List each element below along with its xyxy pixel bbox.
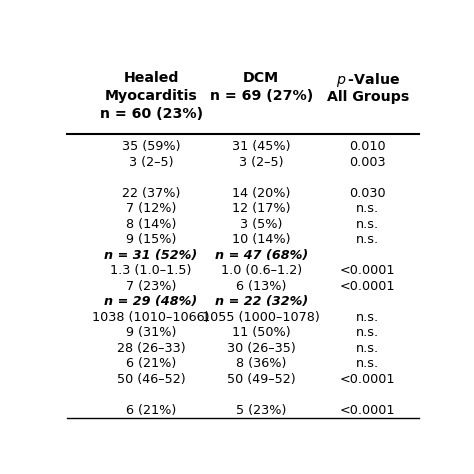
Text: n = 29 (48%): n = 29 (48%): [104, 295, 198, 309]
Text: 3 (2–5): 3 (2–5): [239, 156, 283, 169]
Text: 10 (14%): 10 (14%): [232, 233, 291, 246]
Text: 7 (12%): 7 (12%): [126, 202, 176, 215]
Text: 35 (59%): 35 (59%): [122, 140, 180, 153]
Text: 8 (14%): 8 (14%): [126, 218, 176, 231]
Text: 30 (26–35): 30 (26–35): [227, 342, 296, 355]
Text: 0.010: 0.010: [349, 140, 386, 153]
Text: 50 (49–52): 50 (49–52): [227, 373, 296, 386]
Text: 6 (21%): 6 (21%): [126, 404, 176, 417]
Text: 0.003: 0.003: [349, 156, 386, 169]
Text: Healed
Myocarditis
n = 60 (23%): Healed Myocarditis n = 60 (23%): [100, 72, 203, 121]
Text: 12 (17%): 12 (17%): [232, 202, 291, 215]
Text: 1038 (1010–1066): 1038 (1010–1066): [92, 311, 210, 324]
Text: n.s.: n.s.: [356, 202, 379, 215]
Text: 9 (15%): 9 (15%): [126, 233, 176, 246]
Text: <0.0001: <0.0001: [340, 373, 396, 386]
Text: n = 47 (68%): n = 47 (68%): [215, 249, 308, 262]
Text: <0.0001: <0.0001: [340, 280, 396, 293]
Text: 1.3 (1.0–1.5): 1.3 (1.0–1.5): [110, 264, 192, 277]
Text: n.s.: n.s.: [356, 327, 379, 339]
Text: 11 (50%): 11 (50%): [232, 327, 291, 339]
Text: 3 (2–5): 3 (2–5): [129, 156, 173, 169]
Text: 8 (36%): 8 (36%): [236, 357, 286, 370]
Text: <0.0001: <0.0001: [340, 404, 396, 417]
Text: 28 (26–33): 28 (26–33): [117, 342, 185, 355]
Text: 0.030: 0.030: [349, 187, 386, 200]
Text: All Groups: All Groups: [327, 91, 409, 104]
Text: 1055 (1000–1078): 1055 (1000–1078): [202, 311, 320, 324]
Text: $p$ -Value: $p$ -Value: [336, 72, 400, 90]
Text: 14 (20%): 14 (20%): [232, 187, 291, 200]
Text: 9 (31%): 9 (31%): [126, 327, 176, 339]
Text: 5 (23%): 5 (23%): [236, 404, 286, 417]
Text: n.s.: n.s.: [356, 233, 379, 246]
Text: n = 31 (52%): n = 31 (52%): [104, 249, 198, 262]
Text: 7 (23%): 7 (23%): [126, 280, 176, 293]
Text: 22 (37%): 22 (37%): [122, 187, 180, 200]
Text: 1.0 (0.6–1.2): 1.0 (0.6–1.2): [221, 264, 302, 277]
Text: n.s.: n.s.: [356, 311, 379, 324]
Text: n = 22 (32%): n = 22 (32%): [215, 295, 308, 309]
Text: <0.0001: <0.0001: [340, 264, 396, 277]
Text: 6 (21%): 6 (21%): [126, 357, 176, 370]
Text: 31 (45%): 31 (45%): [232, 140, 291, 153]
Text: n.s.: n.s.: [356, 218, 379, 231]
Text: 50 (46–52): 50 (46–52): [117, 373, 185, 386]
Text: 3 (5%): 3 (5%): [240, 218, 283, 231]
Text: n.s.: n.s.: [356, 342, 379, 355]
Text: n.s.: n.s.: [356, 357, 379, 370]
Text: DCM
n = 69 (27%): DCM n = 69 (27%): [210, 72, 313, 103]
Text: 6 (13%): 6 (13%): [236, 280, 286, 293]
